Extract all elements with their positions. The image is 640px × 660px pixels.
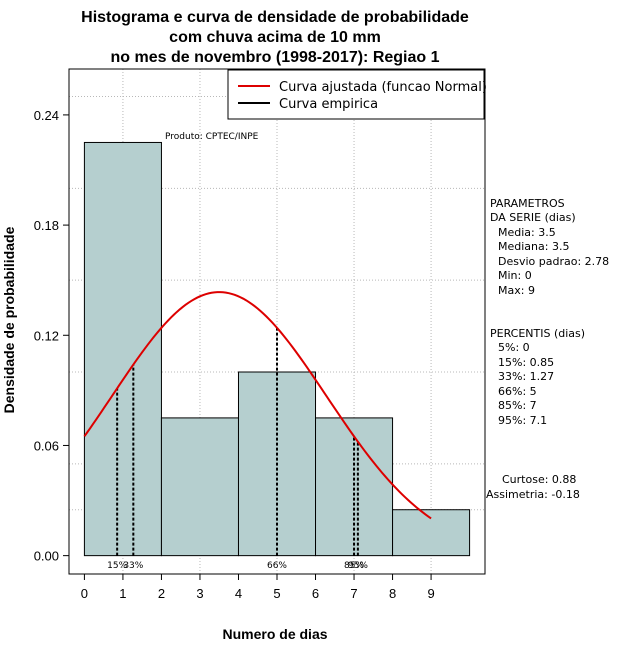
percentile-label-2: 66% (267, 561, 287, 571)
y-axis-title: Densidade de probabilidade (1, 226, 17, 413)
histogram-bar-0 (83, 141, 162, 557)
y-tick-label-3: 0.18 (34, 218, 59, 233)
param-media: Media: 3.5 (498, 226, 556, 239)
histogram-bar-1 (160, 417, 239, 557)
x-tick-label-8: 8 (389, 586, 396, 601)
param-max: Max: 9 (498, 284, 535, 297)
chart-title-line-2: com chuva acima de 10 mm (169, 29, 381, 46)
params-header-1: PARAMETROS (490, 197, 565, 210)
x-tick-label-4: 4 (235, 586, 242, 601)
percentile-label-3: 85% (344, 561, 364, 571)
param-desvio: Desvio padrao: 2.78 (498, 255, 609, 268)
histogram-bar-4 (392, 509, 471, 557)
assimetria-value: Assimetria: -0.18 (486, 488, 580, 501)
percentil-5: 5%: 0 (498, 341, 530, 354)
chart-title-line-3: no mes de novembro (1998-2017): Regiao 1 (111, 49, 440, 66)
percentile-label-0: 15% (107, 561, 127, 571)
percentile-lines (116, 327, 359, 556)
percentil-33: 33%: 1.27 (498, 370, 554, 383)
y-tick-label-0: 0.00 (34, 549, 59, 564)
y-tick-label-2: 0.12 (34, 328, 59, 343)
axes: 0 1 2 3 4 5 6 7 8 9 0.00 0.06 0.12 0.18 0.24 (34, 68, 486, 601)
histogram-bars (83, 141, 471, 557)
percentile-label-1: 33% (123, 561, 143, 571)
x-tick-label-6: 6 (312, 586, 319, 601)
percentis-header: PERCENTIS (dias) (490, 327, 585, 340)
curtose-value: Curtose: 0.88 (502, 473, 576, 486)
chart-title-line-1: Histograma e curva de densidade de proba… (81, 9, 469, 26)
legend-box (227, 69, 485, 120)
legend-label-empirical: Curva empirica (279, 97, 378, 112)
param-min: Min: 0 (498, 269, 532, 282)
x-tick-label-1: 1 (119, 586, 126, 601)
y-tick-label-4: 0.24 (34, 108, 59, 123)
x-axis-title: Numero de dias (222, 626, 327, 642)
x-tick-label-3: 3 (196, 586, 203, 601)
y-tick-label-1: 0.06 (34, 438, 59, 453)
percentil-15: 15%: 0.85 (498, 356, 554, 369)
percentile-label-4: 95% (348, 561, 368, 571)
product-label: Produto: CPTEC/INPE (165, 132, 259, 142)
percentile-labels: 15%33% 66% 85%95% (107, 561, 368, 571)
legend-label-fitted: Curva ajustada (funcao Normal) (279, 80, 487, 95)
params-header-2: DA SERIE (dias) (490, 211, 576, 224)
fitted-curve-layer (83, 291, 432, 520)
param-mediana: Mediana: 3.5 (498, 240, 569, 253)
percentil-85: 85%: 7 (498, 399, 537, 412)
legend: Curva ajustada (funcao Normal) Curva emp… (227, 69, 487, 120)
percentil-95: 95%: 7.1 (498, 414, 547, 427)
percentis-panel: PERCENTIS (dias) 5%: 0 15%: 0.85 33%: 1.… (490, 327, 585, 427)
x-tick-label-9: 9 (427, 586, 434, 601)
x-tick-label-2: 2 (158, 586, 165, 601)
x-tick-label-7: 7 (350, 586, 357, 601)
parameters-panel: PARAMETROS DA SERIE (dias) Media: 3.5 Me… (490, 197, 609, 297)
x-tick-label-0: 0 (81, 586, 88, 601)
x-tick-label-5: 5 (273, 586, 280, 601)
fitted-normal-curve (83, 291, 432, 520)
percentil-66: 66%: 5 (498, 385, 537, 398)
